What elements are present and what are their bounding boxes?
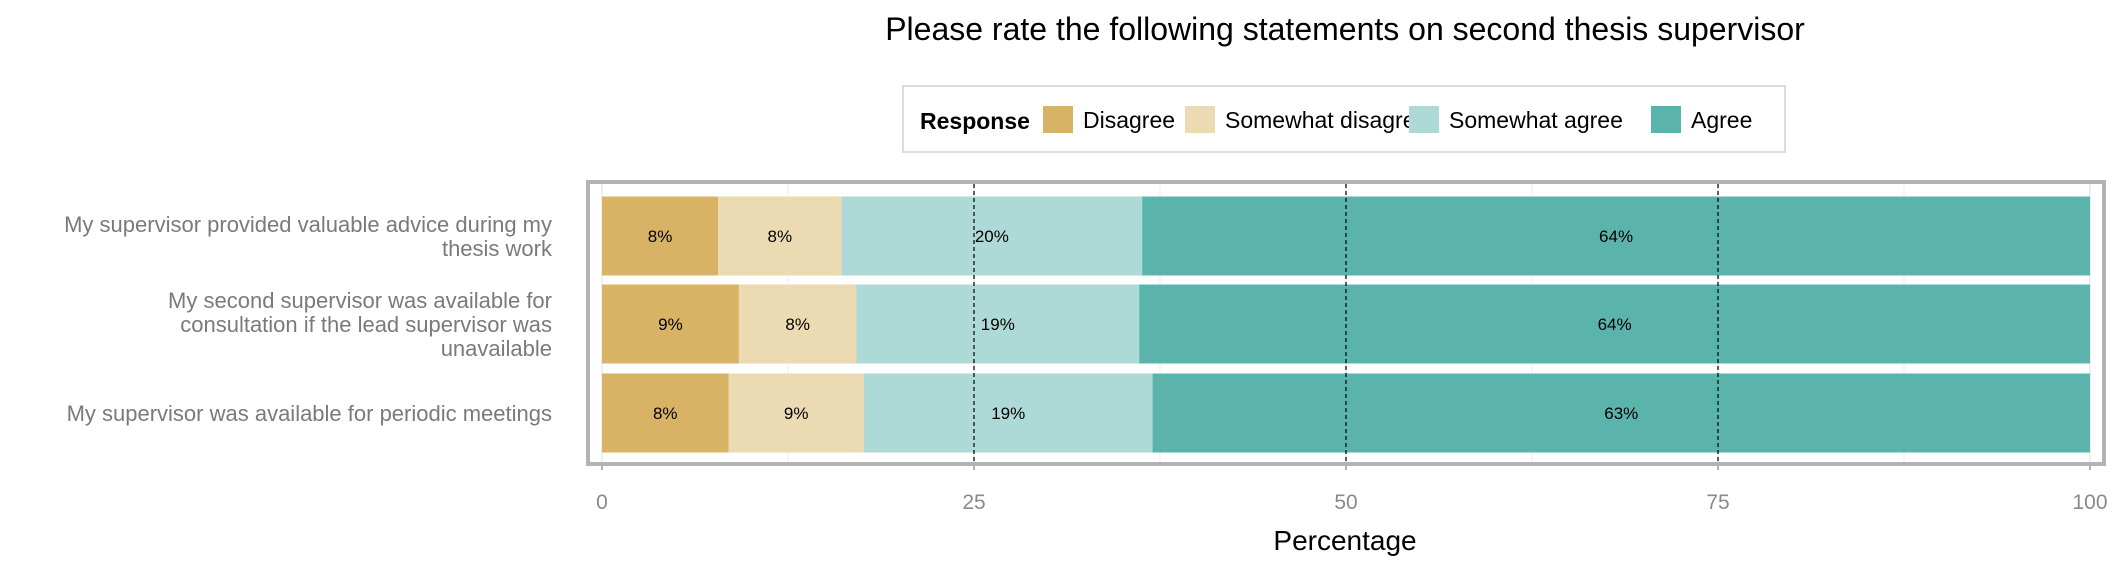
bar-segment (718, 196, 842, 276)
x-tick-label: 50 (1334, 491, 1357, 514)
data-label: 8% (768, 227, 793, 246)
data-label: 9% (784, 404, 809, 423)
legend-swatch (1043, 106, 1073, 133)
category-label: My second supervisor was available for co… (168, 288, 552, 361)
data-label: 8% (648, 227, 673, 246)
x-tick-label: 0 (596, 491, 608, 514)
bar-segment (863, 373, 1153, 453)
bar-segment (602, 284, 739, 364)
bar-segment (738, 284, 857, 364)
x-axis-title: Percentage (1273, 525, 1416, 556)
data-label: 63% (1604, 404, 1638, 423)
category-label: My supervisor was available for periodic… (67, 401, 552, 426)
legend-label: Disagree (1083, 107, 1175, 133)
data-label: 20% (975, 227, 1009, 246)
legend-swatch (1409, 106, 1439, 133)
legend-swatch (1185, 106, 1215, 133)
bar-segment (602, 373, 729, 453)
bar-segment (856, 284, 1140, 364)
data-label: 64% (1599, 227, 1633, 246)
bar-segment (841, 196, 1143, 276)
bar-segment (728, 373, 864, 453)
reference-lines (973, 184, 1719, 462)
data-label: 19% (981, 315, 1015, 334)
legend-label: Somewhat agree (1449, 107, 1623, 133)
data-label: 8% (785, 315, 810, 334)
bar-segment (1152, 373, 2090, 453)
category-label: My supervisor provided valuable advice d… (64, 212, 553, 261)
legend-swatch (1651, 106, 1681, 133)
legend-title: Response (920, 108, 1030, 134)
legend-items: Disagree Somewhat disagree Somewhat agree A… (1043, 106, 1752, 133)
legend-label: Somewhat disagree (1225, 107, 1428, 133)
x-tick-label: 100 (2072, 491, 2107, 514)
chart-title: Please rate the following statements on … (885, 11, 1805, 47)
x-axis-ticks: 0 25 50 75 100 (596, 464, 2108, 514)
x-tick-label: 25 (962, 491, 985, 514)
data-label: 9% (658, 315, 683, 334)
data-label: 64% (1598, 315, 1632, 334)
category-labels: My supervisor provided valuable advice d… (64, 212, 553, 426)
bar-segment (602, 196, 719, 276)
bar-segment (1142, 196, 2090, 276)
data-label: 19% (991, 404, 1025, 423)
bars: 8% 8% 20% 64% 9% 8% 19% 64% 8% 9% 19% 63% (602, 196, 2090, 453)
x-tick-label: 75 (1706, 491, 1729, 514)
legend-label: Agree (1691, 107, 1752, 133)
legend: Response Disagree Somewhat disagree Somewh… (902, 85, 1786, 153)
bar-segment (1139, 284, 2090, 364)
data-label: 8% (653, 404, 678, 423)
